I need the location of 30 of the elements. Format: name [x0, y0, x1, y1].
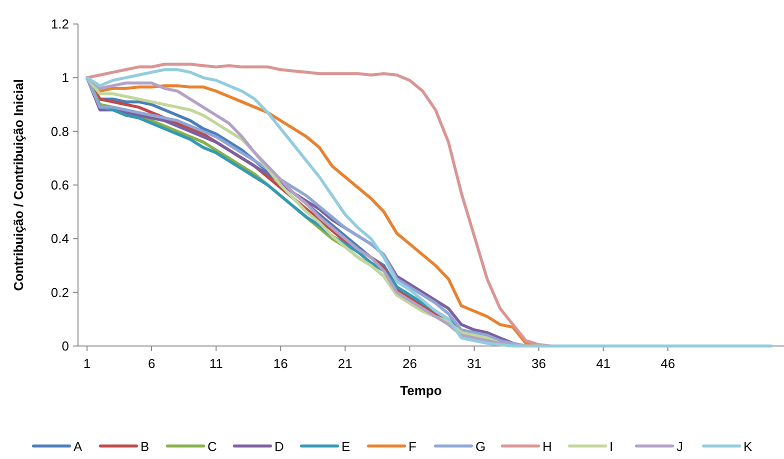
y-tick-label: 1.2	[50, 16, 69, 32]
y-tick-label: 0.6	[50, 178, 69, 193]
x-tick-label: 16	[273, 356, 288, 371]
legend-label: K	[744, 439, 752, 454]
x-tick-label: 41	[596, 356, 611, 371]
y-axis-title: Contribuição / Contribuição Inicial	[11, 79, 26, 291]
x-tick-label: 11	[209, 356, 223, 371]
y-tick-label: 0.8	[50, 124, 69, 139]
y-tick-label: 0.4	[50, 231, 69, 246]
x-tick-label: 46	[660, 356, 676, 371]
x-tick-label: 6	[148, 356, 156, 371]
legend-label: C	[208, 439, 217, 454]
y-tick-label: 0	[62, 338, 69, 354]
y-tick-label: 1	[62, 70, 69, 86]
legend-label: F	[408, 439, 416, 454]
legend-label: G	[476, 439, 486, 454]
legend-label: B	[140, 439, 150, 454]
x-tick-label: 36	[532, 356, 546, 371]
legend-label: H	[542, 439, 552, 454]
legend-label: D	[274, 439, 284, 454]
legend-label: A	[74, 439, 82, 454]
x-tick-label: 26	[402, 356, 417, 371]
x-tick-label: 21	[338, 356, 352, 371]
legend-label: J	[676, 439, 683, 454]
x-axis-title: Tempo	[400, 383, 442, 398]
x-tick-label: 1	[83, 356, 91, 371]
legend-label: I	[610, 439, 614, 454]
y-tick-label: 0.2	[50, 284, 69, 300]
x-tick-label: 31	[467, 356, 482, 371]
legend-label: E	[342, 439, 350, 454]
